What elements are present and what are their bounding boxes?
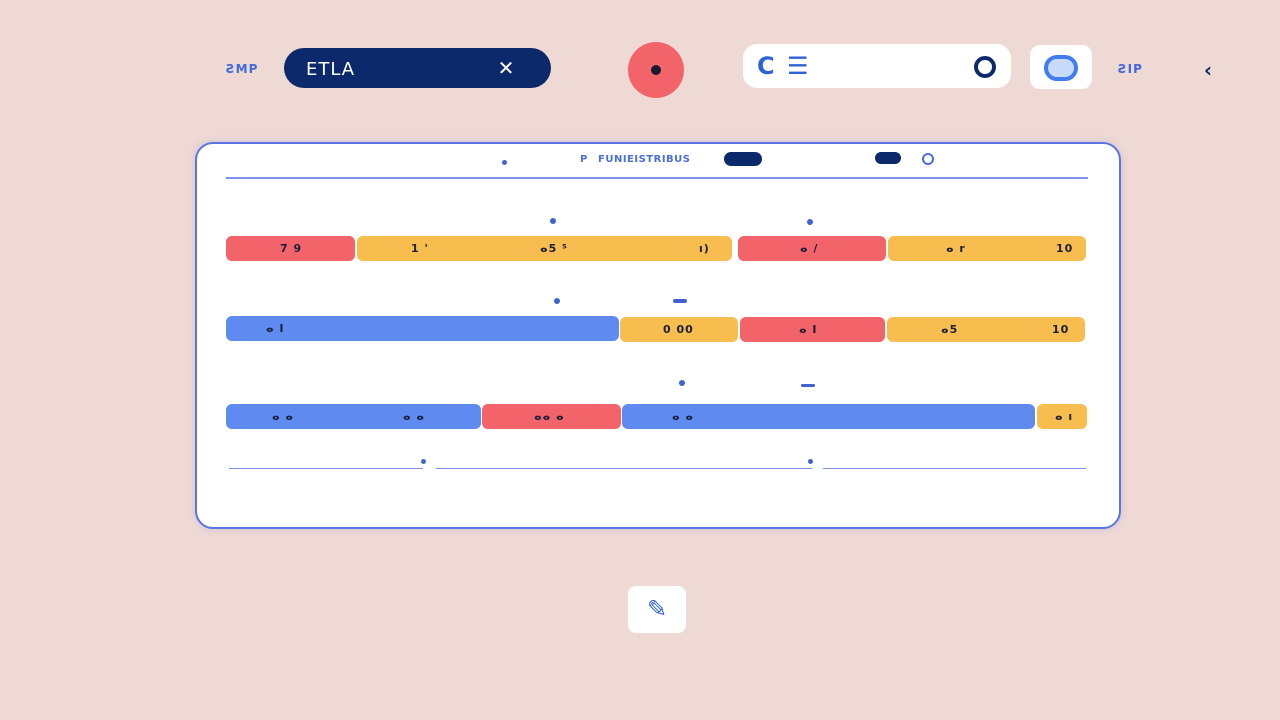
right-label: ƧIP (1118, 62, 1143, 76)
chevron-left-icon[interactable]: ‹ (1203, 58, 1213, 82)
bar-label: ⴰ ⴰ (272, 410, 295, 423)
timeline-bar[interactable]: ⴰ I (226, 316, 619, 341)
pencil-icon: ✎ (646, 595, 668, 623)
timeline-bar[interactable]: 7 9 (226, 236, 355, 261)
bar-label: ⴰ5 ⁵ (540, 242, 568, 255)
bar-label: ⴰ I (799, 323, 818, 336)
panel-title: FUNIEISTRIBUS (598, 154, 691, 165)
bar-label: ⴰ ı (1055, 410, 1074, 423)
row-2-dash (673, 299, 687, 303)
row-1-marker (807, 219, 813, 225)
timeline-bar[interactable]: ⴰ ı (1037, 404, 1087, 429)
bar-label: 10 (1052, 323, 1070, 336)
row-2-marker (554, 298, 560, 304)
record-button[interactable] (628, 42, 684, 98)
axis-segment (436, 468, 812, 469)
refresh-icon[interactable]: C (757, 52, 775, 80)
search-input[interactable]: ETLA ✕ (284, 48, 551, 88)
timeline-bar[interactable]: ⴰ ⴰ (622, 404, 1035, 429)
text-field[interactable]: C ☰ (743, 44, 1011, 88)
left-label: ƧMP (226, 62, 259, 76)
row-1-marker (550, 218, 556, 224)
header-dot (502, 160, 507, 165)
close-icon[interactable]: ✕ (497, 56, 515, 80)
bar-label: ⴰⴰ ⴰ (534, 410, 565, 423)
axis-segment (229, 468, 423, 469)
bar-label: 10 (1056, 242, 1074, 255)
bar-label: ⴰ / (800, 242, 819, 255)
header-divider (226, 177, 1088, 179)
axis-segment (823, 468, 1086, 469)
timeline-bar[interactable]: 0 00 (620, 317, 738, 342)
timeline-bar[interactable]: ⴰ5 10 (887, 317, 1085, 342)
bar-label: ⴰ I (266, 322, 285, 335)
bar-label: ⴰ ⴰ (672, 410, 695, 423)
timeline-bar[interactable]: ⴰ / (738, 236, 886, 261)
circle-icon[interactable] (974, 56, 996, 78)
timeline-bar[interactable]: 1 ' ⴰ5 ⁵ ı) (357, 236, 732, 261)
edit-button[interactable]: ✎ (628, 586, 686, 633)
panel-title-prefix: P (580, 154, 588, 165)
bar-label: ⴰ ⴰ (403, 410, 426, 423)
timeline-bar[interactable]: ⴰⴰ ⴰ (482, 404, 621, 429)
bar-label: 1 ' (411, 242, 429, 255)
timeline-bar[interactable]: ⴰ r 10 (888, 236, 1086, 261)
axis-tick (808, 459, 813, 464)
header-ring-icon[interactable] (922, 153, 934, 165)
header-chip-small[interactable] (875, 152, 901, 164)
row-3-dash (801, 384, 815, 387)
bar-label: ⴰ5 (941, 323, 959, 336)
axis-tick (421, 459, 426, 464)
search-value: ETLA (306, 59, 356, 80)
bar-label: ı) (699, 242, 710, 255)
menu-icon[interactable]: ☰ (787, 52, 809, 80)
bar-label: 7 9 (280, 242, 303, 255)
bar-label: 0 00 (663, 323, 694, 336)
row-3-marker (679, 380, 685, 386)
timeline-bar[interactable]: ⴰ I (740, 317, 885, 342)
header-chip[interactable] (724, 152, 762, 166)
toggle-button[interactable] (1030, 45, 1092, 89)
bar-label: ⴰ r (946, 242, 966, 255)
timeline-bar[interactable]: ⴰ ⴰ ⴰ ⴰ (226, 404, 481, 429)
